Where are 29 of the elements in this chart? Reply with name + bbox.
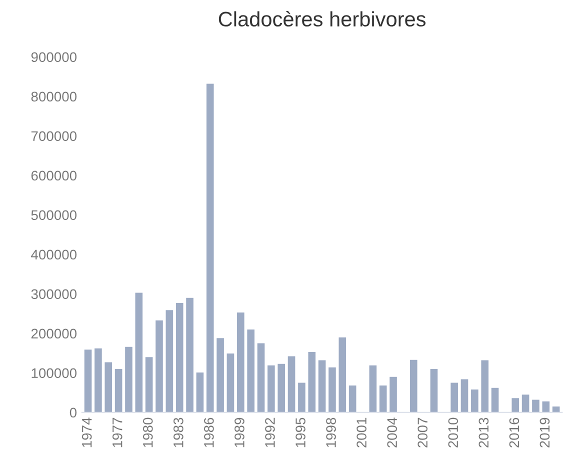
x-tick-label: 1992 [265,418,275,448]
bar [429,368,438,412]
x-tick-label: 2013 [478,418,489,448]
y-tick-label: 500000 [31,210,77,220]
x-tick-label: 2019 [540,418,550,448]
y-tick-label: 100000 [32,368,77,378]
bar [409,359,418,412]
x-tick-label: 1977 [112,418,122,448]
x-tick-label: 2016 [509,418,520,448]
x-tick-label: 2010 [448,418,458,448]
y-tick-label: 200000 [31,328,77,339]
x-tick-label: 1986 [204,418,214,448]
chart-title: Cladocères herbivores [218,10,426,27]
x-tick-label: 1989 [234,418,244,448]
x-tick-label: 1974 [82,418,92,448]
x-tick-label: 2007 [418,418,428,448]
x-tick-label: 1998 [326,418,336,448]
x-tick-label: 1980 [142,418,153,448]
y-tick-label: 400000 [31,250,77,260]
x-tick-label: 2001 [356,418,366,448]
y-tick-label: 600000 [31,170,77,181]
x-tick-label: 1983 [173,418,184,448]
y-tick-label: 900000 [31,52,77,62]
y-tick-label: 700000 [31,131,77,142]
y-tick-label: 800000 [31,92,77,102]
x-tick-label: 2004 [387,418,397,448]
y-tick-label: 300000 [31,289,77,300]
y-tick-label: 0 [70,408,77,418]
x-tick-label: 1995 [296,418,306,448]
